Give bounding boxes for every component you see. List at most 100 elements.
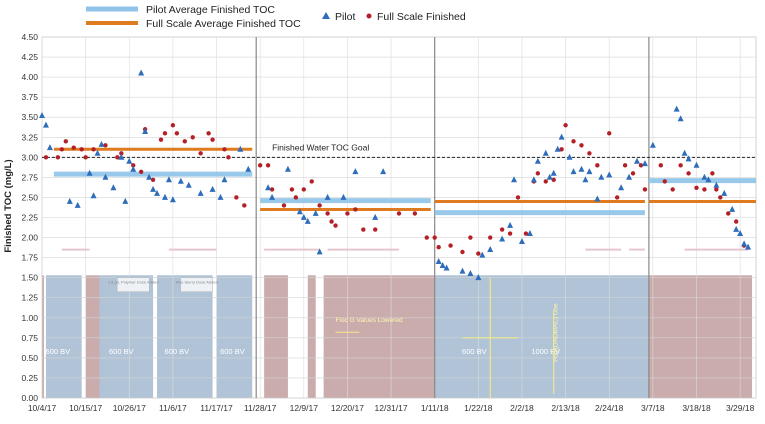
pilot-point [507, 221, 514, 228]
x-tick-label: 12/20/17 [331, 403, 364, 413]
pilot-point [439, 262, 446, 269]
pilot-point [316, 248, 323, 255]
band-label: 600 BV [220, 347, 245, 356]
y-tick-label: 1.25 [21, 293, 38, 303]
pilot-point [312, 209, 319, 216]
pilot-point [518, 237, 525, 244]
y-tick-label: 3.25 [21, 132, 38, 142]
treatment-band [264, 275, 288, 398]
x-tick-label: 10/4/17 [28, 403, 57, 413]
y-tick-label: 3.75 [21, 92, 38, 102]
treatment-band [323, 275, 435, 398]
pilot-point [169, 196, 176, 203]
x-tick-label: 11/6/17 [159, 403, 187, 413]
pilot-point [641, 160, 648, 167]
legend: Pilot Average Finished TOC Full Scale Av… [86, 4, 466, 30]
pilot-point [578, 165, 585, 172]
full-scale-point [59, 147, 65, 152]
pilot-point [705, 176, 712, 183]
treatment-band [434, 275, 649, 398]
full-scale-point [662, 179, 667, 184]
full-scale-point [55, 155, 61, 160]
full-scale-point [622, 163, 628, 168]
pilot-point [570, 168, 577, 175]
full-scale-point [678, 163, 683, 168]
band-label: 600 BV [109, 347, 134, 356]
pilot-point [197, 189, 204, 196]
pilot-point [237, 145, 244, 152]
y-tick-label: 2.50 [21, 192, 38, 202]
pilot-point [582, 176, 589, 183]
y-tick-label: 0.25 [21, 373, 38, 383]
full-scale-point [642, 187, 648, 192]
annotation-text: Fine Slurry Dose Added [176, 280, 218, 285]
treatment-band [648, 275, 753, 398]
x-tick-label: 1/11/18 [421, 403, 449, 413]
full-scale-point [448, 243, 453, 248]
pilot-point [122, 197, 129, 204]
pilot-point [284, 165, 291, 172]
y-tick-label: 1.75 [21, 253, 38, 263]
x-tick-label: 12/31/17 [375, 403, 408, 413]
pilot-point [86, 169, 93, 176]
full-scale-point [499, 227, 505, 232]
pilot-point [511, 176, 518, 183]
pilot-point [98, 140, 105, 147]
pilot-point [681, 149, 688, 156]
full-scale-point [158, 137, 164, 142]
pilot-point [324, 193, 331, 200]
pilot-point [733, 225, 740, 232]
treatment-band [99, 275, 154, 398]
full-scale-point [269, 187, 275, 192]
pilot-point [550, 169, 557, 176]
pilot-point [673, 105, 680, 112]
full-scale-point [63, 139, 68, 144]
pilot-point [443, 264, 450, 271]
full-scale-point [226, 155, 231, 160]
full-scale-point [559, 147, 564, 152]
x-tick-label: 3/7/18 [641, 403, 665, 413]
pilot-point [467, 270, 474, 277]
x-tick-label: 10/15/17 [69, 403, 102, 413]
pilot-point [634, 157, 640, 164]
pilot-point [554, 145, 561, 152]
legend-pilot-avg-label: Pilot Average Finished TOC [146, 4, 275, 16]
y-tick-label: 0.75 [21, 333, 38, 343]
full-scale-point [551, 177, 556, 182]
pilot-point [598, 173, 605, 180]
pilot-point [526, 229, 533, 236]
full-scale-point [658, 163, 663, 168]
full-scale-point [345, 211, 350, 216]
full-scale-point [579, 143, 584, 148]
annotation-text: Poly(DADMAC) Use [553, 303, 560, 362]
x-tick-label: 2/2/18 [510, 403, 534, 413]
goal-label: Finished Water TOC Goal [272, 142, 369, 152]
full-scale-point [436, 244, 441, 250]
y-tick-label: 2.00 [21, 233, 38, 243]
pilot-point [154, 189, 161, 196]
pilot-point [340, 193, 347, 200]
full-scale-point [571, 139, 576, 144]
x-tick-label: 3/29/18 [726, 403, 755, 413]
x-tick-label: 1/22/18 [464, 403, 493, 413]
full-scale-point [607, 131, 612, 136]
full-scale-point [170, 123, 176, 128]
y-tick-label: 2.75 [21, 172, 38, 182]
pilot-point [102, 173, 109, 180]
full-scale-point [543, 179, 548, 184]
y-tick-label: 4.50 [21, 32, 38, 42]
full-scale-point [460, 249, 465, 255]
y-tick-label: 1.00 [21, 313, 38, 323]
pilot-point [530, 176, 537, 183]
pilot-point [487, 245, 494, 252]
full-scale-point [587, 151, 592, 156]
pilot-point [542, 149, 549, 156]
treatment-band [216, 275, 253, 398]
full-scale-point [115, 155, 120, 160]
pilot-point [475, 274, 482, 281]
pilot-point [46, 144, 53, 151]
full-scale-point [424, 235, 429, 240]
pilot-point [39, 112, 45, 119]
y-tick-label: 4.00 [21, 72, 38, 82]
full-scale-point [293, 195, 299, 200]
